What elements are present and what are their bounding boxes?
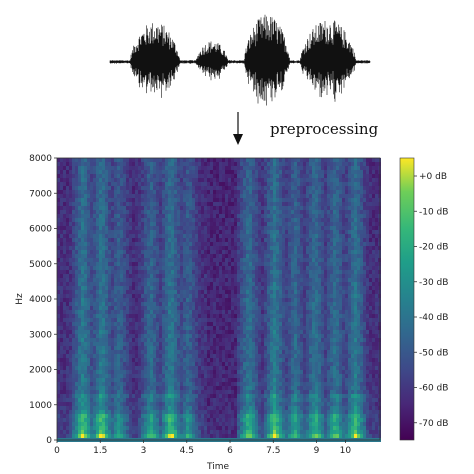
x-tick-label: 9 <box>314 446 320 456</box>
audio-waveform <box>109 14 371 106</box>
colorbar-tick-label: -60 dB <box>419 384 448 394</box>
y-tick-label: 0 <box>46 436 52 446</box>
y-tick: 4000 <box>29 295 57 305</box>
x-tick-label: 1.5 <box>93 446 107 456</box>
colorbar-ticks: +0 dB -10 dB -20 dB -30 dB -40 dB -50 dB -60 d… <box>414 172 448 429</box>
preprocessing-label: preprocessing <box>270 120 379 138</box>
spectrogram-heatmap <box>57 158 381 442</box>
colorbar-tick-label: +0 dB <box>419 172 447 182</box>
x-tick: 3 <box>141 440 147 456</box>
colorbar-tick: -30 dB <box>414 278 448 288</box>
x-tick-label: 10 <box>340 446 352 456</box>
colorbar-tick: -70 dB <box>414 419 448 429</box>
colorbar-tick: -50 dB <box>414 348 448 358</box>
colorbar-tick: -20 dB <box>414 243 448 253</box>
y-axis: 0 1000 2000 3000 4000 5000 6000 7000 8000 <box>29 154 57 446</box>
x-tick: 7.5 <box>266 440 280 456</box>
x-tick: 0 <box>54 440 60 456</box>
y-tick: 6000 <box>29 225 57 235</box>
colorbar-tick-label: -10 dB <box>419 207 448 217</box>
y-tick: 1000 <box>29 401 57 411</box>
x-tick-label: 3 <box>141 446 147 456</box>
x-tick-label: 7.5 <box>266 446 280 456</box>
y-axis-title: Hz <box>15 293 25 305</box>
colorbar <box>399 157 415 441</box>
y-tick-label: 1000 <box>29 401 52 411</box>
y-tick-label: 5000 <box>29 260 52 270</box>
y-tick: 8000 <box>29 154 57 164</box>
y-tick-label: 3000 <box>29 330 52 340</box>
y-tick-label: 6000 <box>29 225 52 235</box>
x-axis-title: Time <box>206 462 229 472</box>
colorbar-tick-label: -50 dB <box>419 348 448 358</box>
x-tick: 10 <box>340 440 352 456</box>
down-arrow-icon <box>233 112 243 145</box>
colorbar-tick-label: -70 dB <box>419 419 448 429</box>
x-tick-label: 6 <box>227 446 233 456</box>
x-tick: 1.5 <box>93 440 107 456</box>
x-tick-label: 4.5 <box>180 446 194 456</box>
colorbar-tick-label: -20 dB <box>419 243 448 253</box>
colorbar-tick: +0 dB <box>414 172 447 182</box>
y-tick-label: 4000 <box>29 295 52 305</box>
y-tick: 7000 <box>29 189 57 199</box>
x-tick-label: 0 <box>54 446 60 456</box>
y-tick: 5000 <box>29 260 57 270</box>
x-tick: 4.5 <box>180 440 194 456</box>
colorbar-tick: -40 dB <box>414 313 448 323</box>
y-tick-label: 8000 <box>29 154 52 164</box>
y-tick: 0 <box>46 436 57 446</box>
colorbar-tick-label: -40 dB <box>419 313 448 323</box>
x-tick: 9 <box>314 440 320 456</box>
y-tick-label: 7000 <box>29 189 52 199</box>
y-tick-label: 2000 <box>29 366 52 376</box>
colorbar-tick: -10 dB <box>414 207 448 217</box>
y-tick: 2000 <box>29 366 57 376</box>
colorbar-tick: -60 dB <box>414 384 448 394</box>
x-tick: 6 <box>227 440 233 456</box>
x-axis: 0 1.5 3 4.5 6 7.5 9 10 <box>54 440 351 456</box>
y-tick: 3000 <box>29 330 57 340</box>
colorbar-tick-label: -30 dB <box>419 278 448 288</box>
